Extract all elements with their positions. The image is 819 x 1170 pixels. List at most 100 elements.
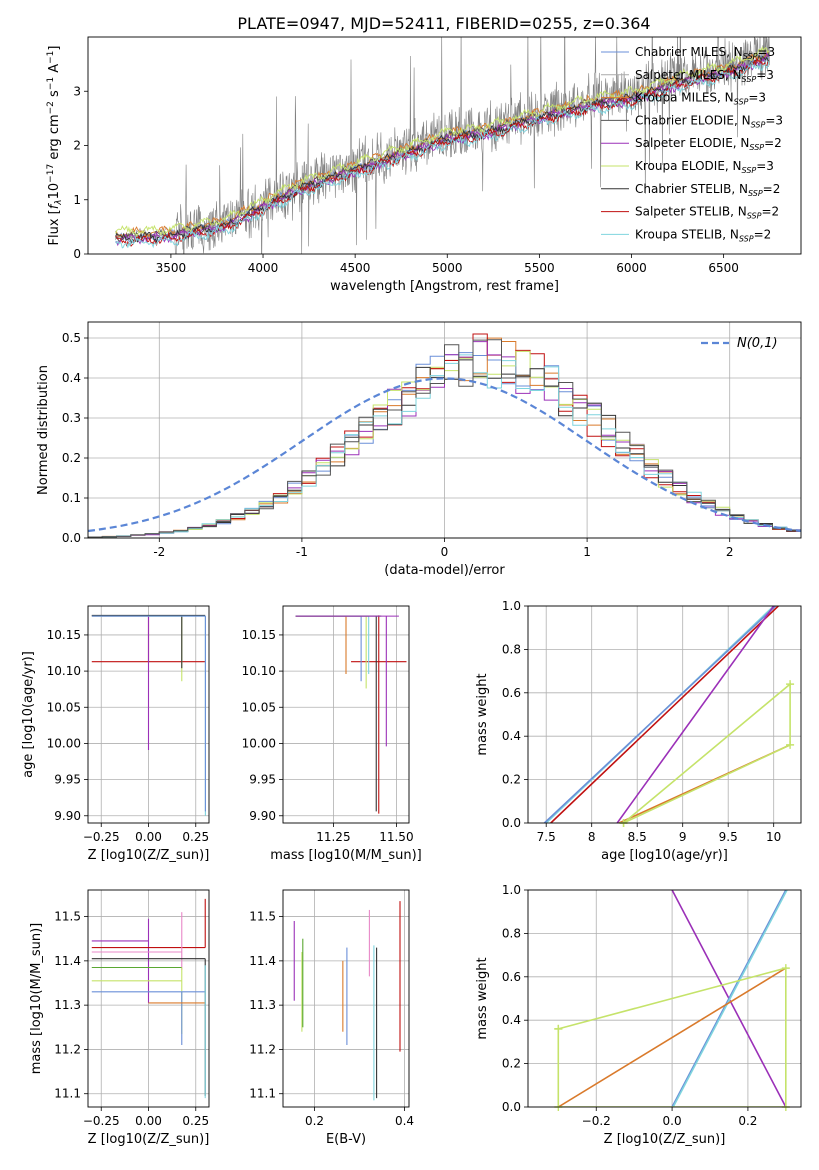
legend-entry: Chabrier MILES, NSSP=3	[635, 45, 775, 61]
y-axis-label: mass weight	[475, 957, 490, 1039]
axes-frame	[87, 889, 210, 1108]
x-axis-label: (data-model)/error	[384, 563, 505, 578]
legend-entry: Salpeter ELODIE, NSSP=2	[635, 136, 782, 152]
y-tick-label: 9.90	[249, 809, 276, 823]
model-spectrum-line	[115, 52, 770, 247]
y-tick-label: 11.1	[249, 1087, 276, 1101]
x-axis-label: Z [log10(Z/Z_sun)]	[604, 1132, 726, 1147]
weight-vs-Z-panel: −0.2 0.0 0.2 0.0 0.2 0.4 0.6 0.8 1.0 Z [log10(Z/Z…	[475, 883, 802, 1147]
x-axis-label: Z [log10(Z/Z_sun)]	[88, 1132, 210, 1147]
x-axis-label: mass [log10(M/M_sun)]	[270, 848, 422, 863]
plus-marker	[781, 964, 790, 973]
y-tick-label: 11.2	[249, 1042, 276, 1056]
x-tick-label: 9	[679, 830, 687, 844]
spectrum-panel: 3500 4000 4500 5000 5500 6000 6500 0 1 2 3 waveleng…	[46, 36, 802, 294]
y-axis-label: Flux [fλ10−17 erg cm−2 s−1 A−1]	[46, 46, 64, 246]
y-tick-label: 10.10	[47, 664, 81, 678]
x-tick-label: 10	[766, 830, 781, 844]
legend-entry: Salpeter STELIB, NSSP=2	[635, 205, 779, 221]
x-axis-label: Z [log10(Z/Z_sun)]	[88, 848, 210, 863]
y-tick-label: 0.2	[62, 451, 81, 465]
axes-frame	[282, 605, 410, 824]
y-tick-label: 9.95	[249, 773, 276, 787]
legend-entry: Salpeter MILES, NSSP=3	[635, 68, 774, 84]
y-tick-label: 9.95	[54, 773, 81, 787]
x-tick-label: 0.0	[663, 1114, 682, 1128]
y-tick-label: 1.0	[502, 599, 521, 613]
x-tick-label: 6500	[708, 261, 739, 275]
x-tick-label: 5000	[432, 261, 463, 275]
x-tick-label: −0.2	[582, 1114, 611, 1128]
model-spectrum-line	[115, 46, 770, 237]
normal-curve	[87, 377, 802, 533]
y-tick-label: 10.05	[242, 700, 276, 714]
residuals-panel: -2 -1 0 1 2 0.0 0.1 0.2 0.3 0.4 0.5 (data-model)/er…	[36, 321, 802, 578]
y-tick-label: 0.2	[502, 1057, 521, 1071]
y-axis-label: Normed distribution	[36, 365, 51, 495]
x-tick-label: −0.25	[83, 1114, 120, 1128]
axes-frame	[527, 605, 802, 824]
x-tick-label: 5500	[524, 261, 555, 275]
y-axis-label: age [log10(age/yr)]	[21, 651, 36, 778]
x-tick-label: 7.5	[537, 830, 556, 844]
y-tick-label: 11.5	[249, 910, 276, 924]
y-tick-label: 0.4	[502, 1013, 521, 1027]
figure-title: PLATE=0947, MJD=52411, FIBERID=0255, z=0…	[237, 14, 650, 33]
x-tick-label: 0.25	[182, 1114, 209, 1128]
y-tick-label: 0.8	[502, 926, 521, 940]
x-tick-label: 11.50	[379, 830, 413, 844]
age-vs-Z-panel: −0.25 0.00 0.25 9.90 9.95 10.00 10.05 10.10 10.1…	[21, 605, 210, 863]
y-tick-label: 0.4	[502, 729, 521, 743]
axes-frame	[87, 605, 210, 824]
y-tick-label: 9.90	[54, 809, 81, 823]
x-tick-label: 6000	[616, 261, 647, 275]
y-tick-label: 10.00	[47, 736, 81, 750]
x-axis-label: wavelength [Angstrom, rest frame]	[330, 279, 559, 294]
weight-line	[671, 890, 787, 1107]
y-tick-label: 2	[73, 139, 81, 153]
y-tick-label: 1.0	[502, 883, 521, 897]
x-axis-label: E(B-V)	[326, 1132, 366, 1147]
weight-line	[616, 606, 775, 823]
mass-vs-Z-panel: −0.25 0.00 0.25 11.1 11.2 11.3 11.4 11.5 Z [log1…	[29, 889, 210, 1147]
y-tick-label: 3	[73, 84, 81, 98]
y-tick-label: 11.3	[54, 998, 81, 1012]
axes-frame	[87, 36, 802, 255]
x-tick-label: -1	[296, 545, 308, 559]
x-tick-label: 4500	[340, 261, 371, 275]
y-tick-label: 0.2	[502, 773, 521, 787]
y-tick-label: 0.8	[502, 642, 521, 656]
legend-entry: Kroupa ELODIE, NSSP=3	[635, 159, 774, 175]
legend-entry: N(0,1)	[737, 336, 778, 351]
y-tick-label: 0.0	[502, 1100, 521, 1114]
x-tick-label: 0.00	[135, 830, 162, 844]
x-tick-label: 4000	[248, 261, 279, 275]
plus-marker	[786, 680, 795, 689]
y-tick-label: 10.10	[242, 664, 276, 678]
legend-entry: Kroupa MILES, NSSP=3	[635, 91, 766, 107]
x-tick-label: 2	[726, 545, 734, 559]
y-tick-label: 0	[73, 247, 81, 261]
legend-entry: Chabrier ELODIE, NSSP=3	[635, 113, 783, 129]
legend-entry: Kroupa STELIB, NSSP=2	[635, 227, 771, 243]
x-tick-label: 8	[588, 830, 596, 844]
y-tick-label: 11.2	[54, 1042, 81, 1056]
x-tick-label: −0.25	[83, 830, 120, 844]
y-axis-label: mass weight	[475, 673, 490, 755]
x-tick-label: 3500	[156, 261, 187, 275]
weight-line	[622, 682, 791, 823]
y-tick-label: 0.0	[502, 816, 521, 830]
x-tick-label: -2	[153, 545, 165, 559]
x-tick-label: 0.4	[395, 1114, 414, 1128]
y-tick-label: 0.1	[62, 491, 81, 505]
y-tick-label: 0.6	[502, 970, 521, 984]
observed-spectrum-line	[115, 37, 770, 254]
y-tick-label: 10.00	[242, 736, 276, 750]
x-tick-label: 0.25	[182, 830, 209, 844]
y-tick-label: 11.4	[249, 954, 276, 968]
x-tick-label: 0.2	[738, 1114, 757, 1128]
y-tick-label: 11.5	[54, 910, 81, 924]
histogram-series	[88, 339, 801, 538]
model-spectrum-line	[115, 60, 770, 249]
